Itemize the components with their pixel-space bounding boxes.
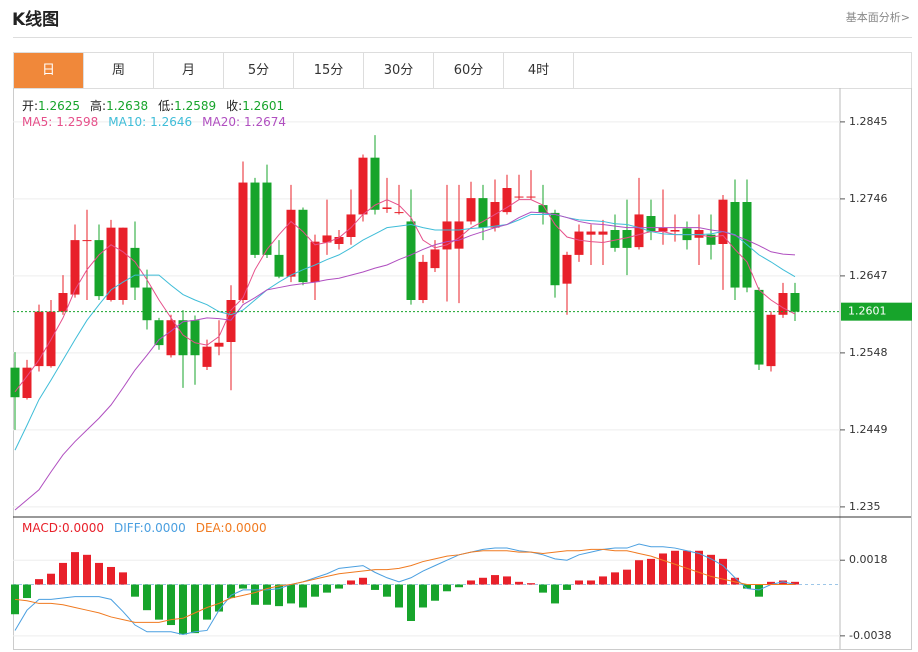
legend-value: 0.0000 <box>62 521 105 535</box>
period-tab[interactable]: 60分 <box>434 53 504 88</box>
legend-label: MA10: <box>108 115 147 129</box>
period-tab[interactable]: 15分 <box>294 53 364 88</box>
readout-value: 1.2638 <box>106 99 149 113</box>
legend-value: 1.2674 <box>244 115 286 129</box>
legend-value: 0.0000 <box>143 521 186 535</box>
macd-readout: MACD:0.0000 DIFF:0.0000 DEA:0.0000 <box>22 521 277 535</box>
legend-label: DEA: <box>195 521 225 535</box>
readout-label: 高: <box>90 99 107 113</box>
readout-label: 开: <box>22 99 39 113</box>
period-tab[interactable]: 月 <box>154 53 224 88</box>
ohlc-readout: 开:1.2625 高:1.2638 低:1.2589 收:1.2601 <box>22 97 294 114</box>
page-title: K线图 <box>12 10 60 30</box>
legend-value: 1.2598 <box>56 115 99 129</box>
legend-value: 1.2646 <box>150 115 193 129</box>
readout-label: 低: <box>158 99 175 113</box>
readout-value: 1.2625 <box>38 99 81 113</box>
period-tab[interactable]: 日 <box>14 53 84 88</box>
legend-label: DIFF: <box>114 521 144 535</box>
period-tab[interactable]: 30分 <box>364 53 434 88</box>
legend-label: MACD: <box>22 521 63 535</box>
chart-frame <box>13 88 912 650</box>
readout-label: 收: <box>226 99 243 113</box>
period-tab[interactable]: 5分 <box>224 53 294 88</box>
readout-value: 1.2601 <box>242 99 285 113</box>
header-rule <box>13 37 912 38</box>
period-tabs: 日周月 5分 15分 30分 60分 4时 <box>13 52 912 89</box>
legend-value: 0.0000 <box>224 521 267 535</box>
ma-readout: MA5: 1.2598 MA10: 1.2646 MA20: 1.2674 <box>22 115 296 129</box>
period-tab[interactable]: 周 <box>84 53 154 88</box>
fundamentals-link[interactable]: 基本面分析> <box>845 11 910 24</box>
period-tab[interactable]: 4时 <box>504 53 574 88</box>
readout-value: 1.2589 <box>174 99 217 113</box>
legend-label: MA5: <box>22 115 53 129</box>
legend-label: MA20: <box>202 115 240 129</box>
